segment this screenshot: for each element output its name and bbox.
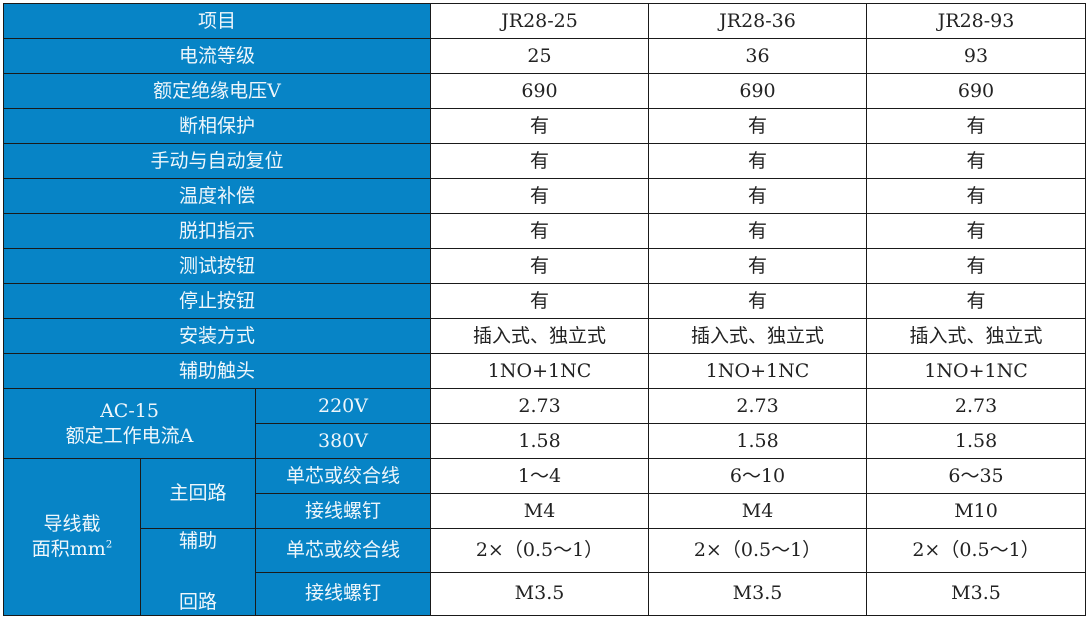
table-row: 停止按钮有有有 [2, 283, 1087, 319]
wire-section-label: 导线截 面积mm2 [3, 457, 141, 617]
table-row: AC-15 额定工作电流A 220V 2.73 2.73 2.73 [3, 388, 1087, 459]
wire-type-label: 单芯或绞合线 [254, 458, 432, 494]
table-row: 额定绝缘电压V 690 690 690 [2, 73, 1087, 109]
row-label: 脱扣指示 [2, 213, 432, 249]
value-cell: 2×（0.5～1） [866, 528, 1087, 573]
value-cell: 有 [866, 178, 1087, 214]
table-row: 辅助触头 1NO+1NC 1NO+1NC 1NO+1NC [2, 353, 1087, 389]
value-cell: 有 [866, 143, 1087, 179]
value-cell: 有 [648, 248, 868, 284]
aux-circuit-label: 辅助 回路 [140, 527, 256, 617]
value-cell: 有 [648, 178, 868, 214]
row-label: 安装方式 [2, 318, 432, 354]
value-cell: 1.58 [648, 423, 868, 459]
value-cell: 690 [648, 73, 868, 109]
value-cell: 93 [866, 38, 1087, 74]
value-cell: M3.5 [648, 571, 868, 617]
value-cell: 1NO+1NC [648, 353, 868, 389]
value-cell: 1～4 [430, 458, 650, 494]
ac15-line2: 额定工作电流A [65, 424, 194, 447]
wire-line2: 面积mm [31, 538, 106, 561]
aux-line2: 回路 [178, 591, 217, 614]
value-cell: 有 [430, 283, 650, 319]
value-cell: 插入式、独立式 [430, 318, 650, 354]
wire-type-label: 接线螺钉 [254, 493, 432, 529]
row-label: 额定绝缘电压V [2, 73, 432, 109]
table-row: 导线截 面积mm2 主回路 单芯或绞合线 1～4 6～10 6～35 [3, 457, 1087, 617]
value-cell: 有 [430, 213, 650, 249]
value-cell: 36 [648, 38, 868, 74]
row-label: 手动与自动复位 [2, 143, 432, 179]
value-cell: M4 [430, 493, 650, 529]
value-cell: 690 [866, 73, 1087, 109]
ac15-label: AC-15 额定工作电流A [3, 388, 256, 459]
value-cell: M4 [648, 493, 868, 529]
table-row: 断相保护有有有 [2, 108, 1087, 144]
value-cell: 有 [430, 143, 650, 179]
value-cell: 1NO+1NC [866, 353, 1087, 389]
table-row: 380V 1.58 1.58 1.58 [4, 423, 1087, 459]
table-row: 接线螺钉 M4 M4 M10 [4, 493, 1087, 529]
value-cell: M3.5 [430, 571, 650, 617]
value-cell: 1.58 [430, 423, 650, 459]
table-row: 项目 JR28-25 JR28-36 JR28-93 [2, 3, 1087, 39]
model-header: JR28-25 [430, 3, 650, 39]
value-cell: 有 [648, 108, 868, 144]
value-cell: 2×（0.5～1） [430, 528, 650, 573]
value-cell: 2.73 [866, 388, 1087, 424]
row-label: 电流等级 [2, 38, 432, 74]
wire-type-label: 接线螺钉 [254, 571, 432, 617]
value-cell: 1NO+1NC [430, 353, 650, 389]
table-row: 手动与自动复位有有有 [2, 143, 1087, 179]
value-cell: 25 [430, 38, 650, 74]
value-cell: 插入式、独立式 [648, 318, 868, 354]
row-label: 停止按钮 [2, 283, 432, 319]
row-label: 断相保护 [2, 108, 432, 144]
value-cell: 有 [648, 143, 868, 179]
table-row: 辅助 回路 单芯或绞合线 2×（0.5～1） 2×（0.5～1） 2×（0.5～1） [4, 527, 1087, 617]
value-cell: 6～10 [648, 458, 868, 494]
value-cell: 2.73 [648, 388, 868, 424]
superscript: 2 [105, 539, 113, 551]
value-cell: 6～35 [866, 458, 1087, 494]
table-row: 脱扣指示有有有 [2, 213, 1087, 249]
value-cell: 有 [866, 213, 1087, 249]
wire-line1: 导线截 [43, 513, 101, 536]
row-label: 测试按钮 [2, 248, 432, 284]
aux-line1: 辅助 [178, 530, 217, 552]
value-cell: 有 [866, 248, 1087, 284]
table-row: 测试按钮有有有 [2, 248, 1087, 284]
table-row: 接线螺钉 M3.5 M3.5 M3.5 [4, 571, 1087, 617]
model-header: JR28-93 [866, 3, 1087, 39]
voltage-label: 380V [254, 423, 432, 459]
value-cell: 有 [648, 213, 868, 249]
value-cell: 有 [866, 108, 1087, 144]
value-cell: 有 [430, 108, 650, 144]
table-row: 安装方式 插入式、独立式 插入式、独立式 插入式、独立式 [2, 318, 1087, 354]
value-cell: 2×（0.5～1） [648, 528, 868, 573]
row-label: 温度补偿 [2, 178, 432, 214]
row-label: 辅助触头 [2, 353, 432, 389]
model-header: JR28-36 [648, 3, 868, 39]
ac15-line1: AC-15 [100, 399, 159, 422]
voltage-label: 220V [254, 388, 432, 424]
value-cell: 有 [430, 248, 650, 284]
wire-type-label: 单芯或绞合线 [254, 528, 432, 573]
main-circuit-label: 主回路 [140, 458, 256, 529]
spec-table-body: 项目 JR28-25 JR28-36 JR28-93 电流等级 25 36 93 额定绝缘电压V… [2, 3, 1087, 617]
table-row: 温度补偿有有有 [2, 178, 1087, 214]
value-cell: 1.58 [866, 423, 1087, 459]
value-cell: 插入式、独立式 [866, 318, 1087, 354]
value-cell: M10 [866, 493, 1087, 529]
value-cell: 有 [648, 283, 868, 319]
value-cell: 2.73 [430, 388, 650, 424]
value-cell: 有 [866, 283, 1087, 319]
spec-table: 项目 JR28-25 JR28-36 JR28-93 电流等级 25 36 93 额定绝缘电压V… [2, 3, 1087, 617]
value-cell: 有 [430, 178, 650, 214]
value-cell: 690 [430, 73, 650, 109]
table-row: 电流等级 25 36 93 [2, 38, 1087, 74]
header-label: 项目 [2, 3, 432, 39]
value-cell: M3.5 [866, 571, 1087, 617]
